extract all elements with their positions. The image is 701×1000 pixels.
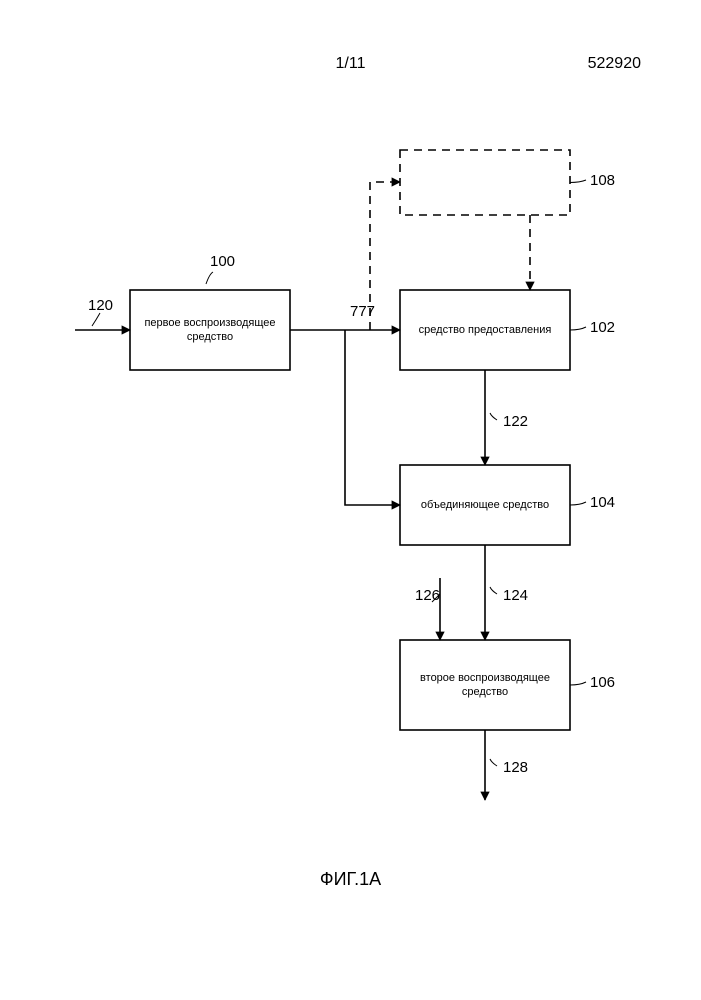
- label-l120: 120: [88, 297, 113, 314]
- label-l124: 124: [503, 587, 528, 604]
- label-l122: 122: [503, 413, 528, 430]
- box-label-b106: второе воспроизводящее: [420, 672, 550, 684]
- label-l128: 128: [503, 759, 528, 776]
- ref-102: 102: [590, 319, 615, 336]
- ref-100: 100: [210, 253, 235, 270]
- box-label-b100: первое воспроизводящее: [144, 317, 275, 329]
- box-b108: [400, 150, 570, 215]
- page: 1/11 522920 первое воспроизводящеесредст…: [0, 0, 701, 1000]
- arrow-a_100_104: [345, 330, 400, 505]
- ref-108: 108: [590, 172, 615, 189]
- ref-106: 106: [590, 674, 615, 691]
- figure-caption: ФИГ.1A: [0, 869, 701, 890]
- label-l777: 777: [350, 303, 375, 320]
- label-l126: 126: [415, 587, 440, 604]
- box-label-b104: объединяющее средство: [421, 499, 549, 511]
- box-label-b100: средство: [187, 331, 233, 343]
- box-label-b102: средство предоставления: [419, 324, 552, 336]
- flow-diagram: первое воспроизводящее средство 100 108 сред…: [0, 0, 701, 1000]
- ref-104: 104: [590, 494, 615, 511]
- box-label-b106: средство: [462, 686, 508, 698]
